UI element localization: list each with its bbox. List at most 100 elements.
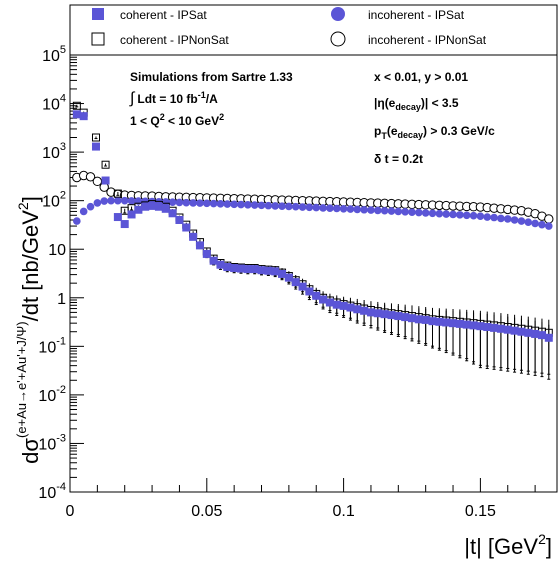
data-point [325, 298, 334, 307]
data-point [216, 200, 225, 208]
data-point [319, 295, 328, 304]
legend-marker-incoherent-ipsat [331, 7, 345, 21]
lumi-sup: -1 [198, 90, 206, 100]
y-tick-label: 1 [57, 291, 66, 308]
data-point [101, 176, 110, 185]
data-point [326, 204, 334, 212]
legend: coherent - IPSat incoherent - IPSat cohe… [91, 7, 487, 47]
y-title-sup: (e+Au→e'+Au'+J/Ψ) [14, 321, 29, 438]
data-point [497, 214, 505, 223]
data-point [92, 176, 103, 187]
annotation-luminosity: ∫ Ldt = 10 fb-1/A [129, 90, 218, 107]
data-point [79, 207, 88, 216]
data-point [161, 198, 170, 206]
y-tick-label: 10-1 [38, 335, 66, 356]
data-point [435, 317, 444, 326]
data-point [462, 211, 471, 220]
data-point [387, 207, 396, 215]
data-point [483, 323, 492, 332]
data-point [373, 309, 382, 318]
legend-label-coherent-ipsat: coherent - IPSat [120, 8, 207, 22]
pt-sub: T [381, 131, 387, 141]
data-point [73, 217, 81, 225]
data-point [175, 198, 184, 207]
q2-sup2: 2 [219, 112, 224, 122]
q2-a: 1 < Q [130, 114, 160, 128]
data-point [291, 202, 300, 211]
data-point [113, 213, 122, 222]
data-point [305, 203, 314, 212]
y-axis-title: dσ(e+Au→e'+Au'+J/Ψ)/dt [nb/GeV2] [14, 196, 43, 464]
legend-marker-coherent-ipsat [92, 8, 104, 20]
data-point [503, 325, 512, 334]
data-point [237, 200, 245, 209]
data-point [257, 266, 266, 275]
x-axis-title: |t| [GeV2] [464, 531, 552, 559]
annotation-right: x < 0.01, y > 0.01 |η(edecay)| < 3.5 pT(… [374, 70, 495, 166]
svg-text:|t| [GeV2]: |t| [GeV2] [464, 531, 552, 559]
data-point [367, 206, 375, 214]
lumi-tail: /A [206, 92, 218, 106]
legend-label-incoherent-ipnonsat: incoherent - IPNonSat [368, 33, 487, 47]
data-point [236, 264, 245, 273]
data-point [407, 314, 416, 323]
series-coherent-ipsat [72, 110, 553, 380]
x-title-text: |t| [GeV [464, 534, 538, 559]
q2-b: < 10 GeV [165, 114, 219, 128]
data-point [127, 197, 136, 205]
data-point [524, 328, 533, 337]
y-tick-label: 10-2 [38, 384, 66, 405]
x-tick-label: 0.15 [465, 503, 496, 520]
data-point [209, 256, 218, 265]
data-point [120, 196, 129, 205]
data-point [496, 324, 505, 333]
data-point [503, 215, 512, 223]
data-point [442, 210, 450, 218]
data-point [373, 206, 382, 215]
legend-label-incoherent-ipsat: incoherent - IPSat [368, 8, 465, 22]
x-tick-label: 0.05 [191, 503, 222, 520]
data-point [380, 310, 389, 319]
annotation-dt-resolution: δ t = 0.2t [374, 152, 423, 166]
data-point [148, 201, 157, 210]
data-point [346, 303, 355, 312]
data-point [113, 189, 122, 198]
data-point [442, 318, 451, 327]
eta-b: )| < 3.5 [421, 96, 459, 110]
data-point [401, 313, 410, 322]
data-point [517, 217, 526, 225]
x-tick-label: 0.1 [332, 503, 354, 520]
annotation-left: Simulations from Sartre 1.33 ∫ Ldt = 10 f… [129, 70, 293, 128]
data-point [209, 199, 218, 208]
data-point [380, 206, 389, 215]
y-title-suffix: /dt [nb/GeV [18, 210, 43, 322]
data-point [401, 207, 409, 216]
y-tick-label: 10 [48, 242, 66, 259]
annotation-q2-range: 1 < Q2 < 10 GeV2 [130, 112, 224, 128]
data-point [510, 326, 519, 335]
data-point [483, 213, 492, 221]
data-point [168, 209, 177, 218]
x-title-end: ] [546, 534, 552, 559]
data-point [100, 197, 108, 205]
data-point [353, 305, 362, 314]
data-point [189, 232, 198, 241]
data-point [537, 331, 546, 340]
y-title-sup2: 2 [15, 202, 31, 210]
data-point [510, 216, 519, 224]
legend-label-coherent-ipnonsat: coherent - IPNonSat [120, 33, 229, 47]
data-point [544, 222, 553, 230]
data-point [189, 199, 197, 207]
pt-sub2: decay [398, 130, 424, 140]
data-point [120, 220, 129, 229]
data-point [93, 199, 102, 207]
data-point [339, 301, 348, 310]
x-title-sup: 2 [538, 531, 546, 547]
data-point [141, 202, 150, 211]
data-point [332, 204, 341, 213]
data-point [271, 202, 279, 210]
data-point [284, 273, 293, 282]
data-point [182, 223, 191, 232]
data-point [387, 311, 396, 320]
